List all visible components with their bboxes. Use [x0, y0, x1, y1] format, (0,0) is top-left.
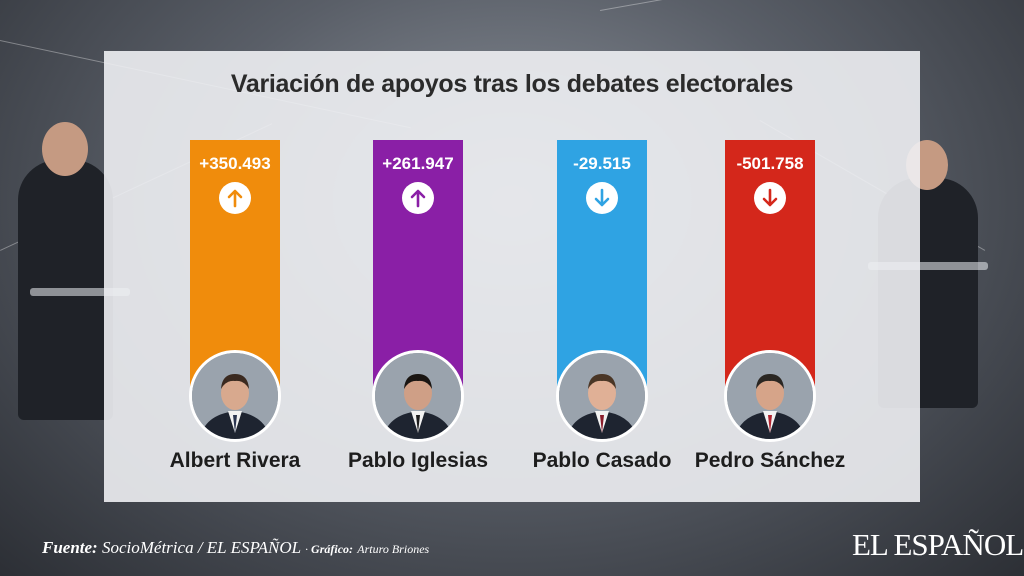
bar-value-label: -29.515	[573, 154, 631, 173]
source-text: SocioMétrica / EL ESPAÑOL	[101, 538, 301, 557]
arrow-down-icon	[754, 182, 786, 214]
avatar	[372, 350, 464, 442]
bar-albert-rivera: +350.493	[190, 140, 280, 388]
el-espanol-logo: EL ESPAÑOL	[852, 527, 1024, 562]
candidate-name: Pedro Sánchez	[694, 449, 846, 472]
bar-value-label: -501.758	[736, 154, 804, 173]
chart-title: Variación de apoyos tras los debates ele…	[230, 70, 794, 98]
candidate-name: Albert Rivera	[169, 449, 301, 472]
graphic-label: Gráfico:	[311, 542, 354, 556]
avatar	[724, 350, 816, 442]
bar-value-label: +261.947	[382, 154, 454, 173]
graphic-credit: Arturo Briones	[357, 542, 430, 556]
bar-pablo-casado: -29.515	[557, 140, 647, 388]
source-label: Fuente:	[42, 538, 98, 557]
arrow-up-icon	[219, 182, 251, 214]
bar-pablo-iglesias: +261.947	[373, 140, 463, 388]
bar-pedro-s-nchez: -501.758	[725, 140, 815, 388]
arrow-up-icon	[402, 182, 434, 214]
source-credit: Fuente: SocioMétrica / EL ESPAÑOL · Gráf…	[42, 538, 430, 557]
avatar	[556, 350, 648, 442]
arrow-down-icon	[586, 182, 618, 214]
candidate-name: Pablo Iglesias	[347, 449, 489, 472]
bar-value-label: +350.493	[199, 154, 271, 173]
avatar	[189, 350, 281, 442]
candidate-name: Pablo Casado	[532, 449, 672, 472]
